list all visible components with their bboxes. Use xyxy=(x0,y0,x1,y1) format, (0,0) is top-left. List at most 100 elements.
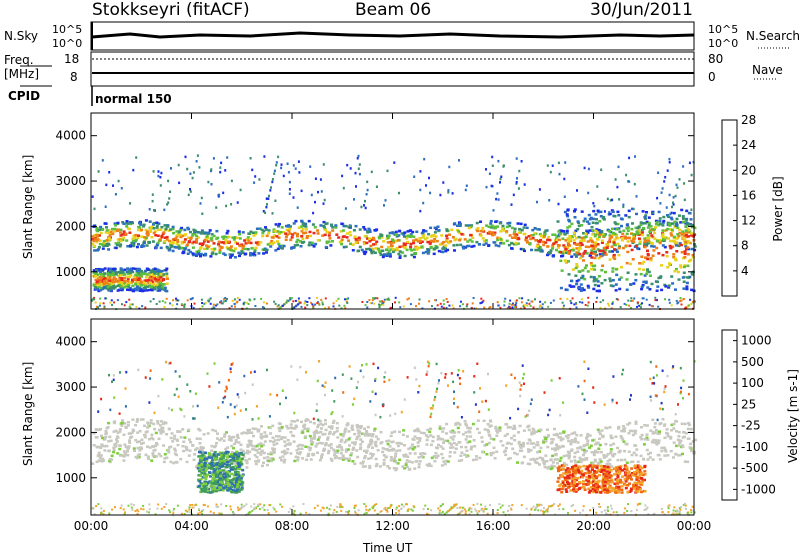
power-cell xyxy=(523,233,526,236)
power-ground-cell xyxy=(93,298,95,300)
vel-cell xyxy=(165,433,168,436)
vel-cell xyxy=(107,440,110,443)
vel-cell xyxy=(653,426,656,429)
power-cell xyxy=(140,281,143,284)
vel-cell xyxy=(495,435,498,438)
vel-cell xyxy=(144,434,147,437)
power-scatter-cell xyxy=(524,183,526,186)
vel-cell xyxy=(211,482,214,485)
power-scatter-cell xyxy=(558,203,560,206)
power-cell xyxy=(403,244,406,247)
vel-cell xyxy=(234,453,237,456)
power-cell xyxy=(532,234,535,237)
power-cell xyxy=(640,256,643,259)
power-scatter-cell xyxy=(160,184,162,187)
power-cell xyxy=(161,236,164,239)
vel-cell xyxy=(273,444,276,447)
power-cell xyxy=(114,224,117,227)
power-ground-cell xyxy=(394,301,396,303)
vel-cell xyxy=(254,454,257,457)
power-cell xyxy=(129,244,132,247)
vel-cell xyxy=(649,452,652,455)
power-scatter-cell xyxy=(196,160,198,163)
vel-cell xyxy=(434,452,437,455)
power-cell xyxy=(612,267,615,270)
power-cell xyxy=(107,248,110,251)
vel-cell xyxy=(383,454,386,457)
power-cell xyxy=(99,289,102,292)
power-cell xyxy=(646,258,649,261)
power-cell xyxy=(683,266,686,269)
power-cell xyxy=(581,255,584,258)
power-scatter-cell xyxy=(634,155,636,158)
power-cell xyxy=(641,231,644,234)
power-ground-cell xyxy=(669,302,671,304)
vel-cell xyxy=(437,444,440,447)
vel-cell xyxy=(506,433,509,436)
power-cell xyxy=(328,237,331,240)
vel-cell xyxy=(674,453,677,456)
power-cell xyxy=(192,252,195,255)
vel-cell xyxy=(222,469,225,472)
vel-cell xyxy=(568,457,571,460)
power-cell xyxy=(262,252,265,255)
power-cell xyxy=(222,252,225,255)
power-cell xyxy=(278,245,281,248)
power-scatter-cell xyxy=(240,189,242,192)
vel-cell xyxy=(208,456,211,459)
vel-cell xyxy=(423,453,426,456)
power-scatter-cell xyxy=(186,168,188,171)
power-cell xyxy=(566,289,569,292)
vel-cell xyxy=(457,427,460,430)
power-cell xyxy=(633,237,636,240)
power-cell xyxy=(119,231,122,234)
power-scatter-cell xyxy=(636,195,638,198)
vel-cell xyxy=(204,478,207,481)
power-cell xyxy=(690,232,693,235)
power-cell xyxy=(328,232,331,235)
power-cell xyxy=(572,285,575,288)
power-cell xyxy=(640,221,643,224)
power-ground-cell xyxy=(164,306,166,308)
vel-cell xyxy=(464,420,467,423)
power-ground-cell xyxy=(237,297,239,299)
power-cell xyxy=(389,253,392,256)
power-cell xyxy=(666,255,669,258)
vel-cell xyxy=(544,438,547,441)
power-cell xyxy=(413,256,416,258)
power-ground-cell xyxy=(452,305,454,307)
power-cell xyxy=(337,236,340,239)
vel-cell xyxy=(207,432,210,435)
power-cell xyxy=(590,276,593,279)
power-ground-cell xyxy=(579,301,581,303)
vel-cell xyxy=(536,462,539,465)
power-cell xyxy=(309,235,312,238)
vel-cell xyxy=(214,480,217,483)
power-ground-cell xyxy=(175,298,177,300)
power-cell xyxy=(328,234,331,237)
power-ground-cell xyxy=(128,299,130,301)
power-ground-cell xyxy=(680,297,682,299)
vel-cell xyxy=(368,465,371,468)
power-cell xyxy=(172,226,175,229)
power-scatter-cell xyxy=(604,210,606,213)
vel-cell xyxy=(231,468,234,471)
power-scatter-cell xyxy=(668,158,670,161)
power-cell xyxy=(595,222,598,225)
vel-cell xyxy=(556,445,559,448)
power-ground-cell xyxy=(448,305,450,307)
vel-cell xyxy=(365,432,368,435)
power-ground-cell xyxy=(278,304,280,306)
power-cell xyxy=(598,275,601,278)
vel-cell xyxy=(458,460,461,463)
vel-cell xyxy=(340,452,343,455)
power-cell xyxy=(355,241,358,244)
vel-cell xyxy=(128,442,131,445)
power-cell xyxy=(207,246,210,249)
vel-cell xyxy=(263,457,266,460)
vel-cell xyxy=(473,439,476,442)
vel-cell xyxy=(128,439,131,442)
power-scatter-cell xyxy=(309,165,311,168)
vel-cell xyxy=(372,433,375,436)
vel-cell xyxy=(494,426,497,429)
